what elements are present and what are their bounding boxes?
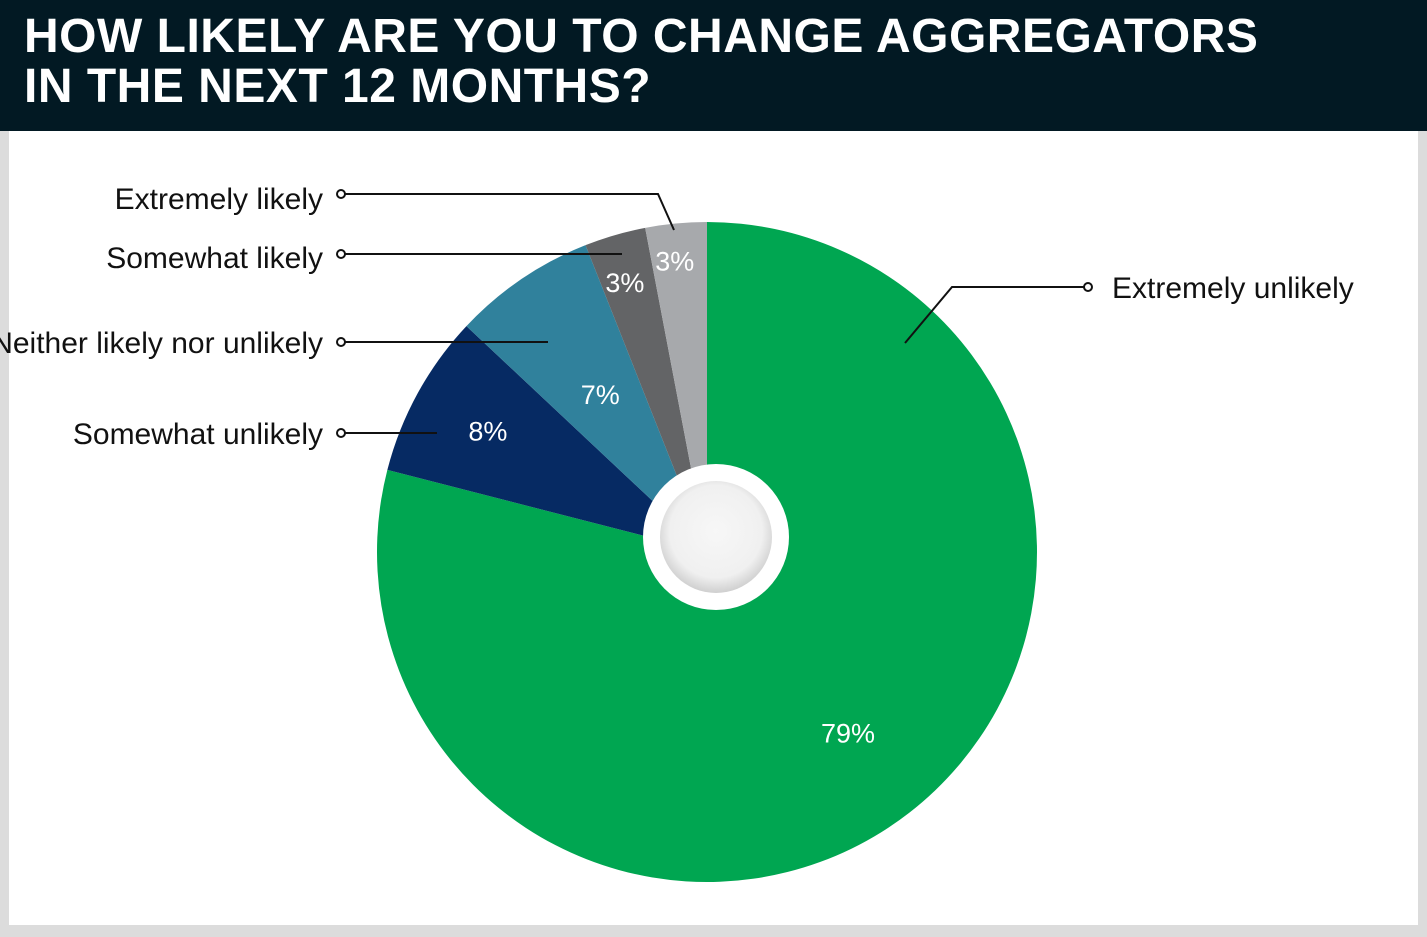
- chart-title-line-1: HOW LIKELY ARE YOU TO CHANGE AGGREGATORS: [24, 10, 1259, 63]
- leader-dot-extremely-unlikely: [1083, 282, 1093, 292]
- category-label-somewhat-likely: Somewhat likely: [106, 242, 323, 275]
- leader-dot-extremely-likely: [336, 189, 346, 199]
- category-label-extremely-unlikely: Extremely unlikely: [1112, 272, 1354, 305]
- slice-neither-likely-nor-unlikely: [466, 245, 707, 552]
- category-label-extremely-likely: Extremely likely: [115, 183, 323, 216]
- value-labels: 79% 8% 7% 3% 3%: [468, 246, 875, 748]
- slice-somewhat-likely: [585, 227, 707, 552]
- leader-line-extremely-unlikely: [904, 286, 1088, 344]
- donut-hole-center: [660, 481, 772, 593]
- value-label-somewhat-unlikely: 8%: [468, 417, 507, 447]
- category-label-somewhat-unlikely: Somewhat unlikely: [73, 418, 323, 451]
- value-label-somewhat-likely: 3%: [605, 268, 644, 298]
- leader-dot-somewhat-unlikely: [336, 428, 346, 438]
- leader-dot-neither-likely-nor-unlikely: [336, 337, 346, 347]
- chart-title-line-2: IN THE NEXT 12 MONTHS?: [24, 60, 652, 113]
- value-label-extremely-likely: 3%: [655, 246, 694, 276]
- category-labels: Extremely unlikely Somewhat unlikely Neith…: [0, 183, 1354, 451]
- category-label-neither-likely-nor-unlikely: Neither likely nor unlikely: [0, 327, 323, 360]
- leader-dot-somewhat-likely: [336, 249, 346, 259]
- value-label-neither-likely-nor-unlikely: 7%: [581, 380, 620, 410]
- chart-header: HOW LIKELY ARE YOU TO CHANGE AGGREGATORS…: [0, 0, 1427, 131]
- slice-somewhat-unlikely: [387, 326, 707, 552]
- value-label-extremely-unlikely: 79%: [821, 719, 875, 749]
- leader-line-extremely-likely: [341, 193, 675, 231]
- leader-lines: [336, 189, 1093, 438]
